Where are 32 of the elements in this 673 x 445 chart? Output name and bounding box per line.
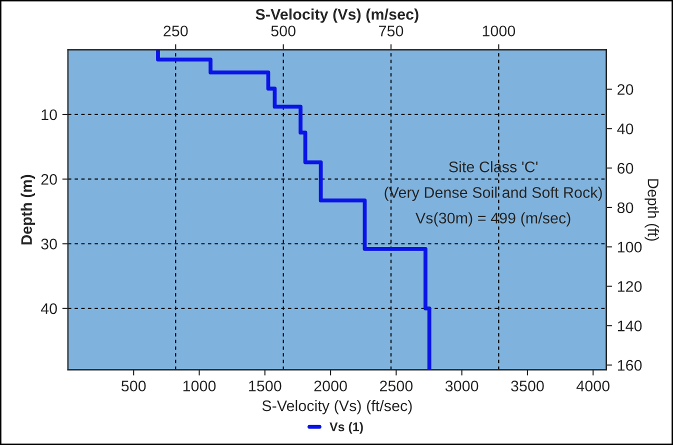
y2-tick-label: 140	[618, 320, 642, 332]
x-axis-title: S-Velocity (Vs) (ft/sec)	[262, 400, 412, 414]
legend-label: Vs (1)	[330, 422, 363, 434]
x-tick-label: 2000	[314, 380, 347, 392]
y2-tick-label: 80	[617, 202, 634, 214]
y-tick-label: 20	[41, 174, 57, 185]
annotation: (Very Dense Soil and Soft Rock)	[384, 186, 602, 201]
y2-tick-label: 120	[618, 281, 642, 292]
y2-tick-label: 40	[617, 124, 634, 134]
x2-tick-label: 500	[271, 26, 296, 36]
y2-tick-label: 20	[618, 84, 634, 95]
y-tick-label: 10	[42, 109, 57, 120]
x-tick-label: 1500	[249, 380, 282, 392]
x-tick-label: 4000	[576, 380, 610, 392]
annotation: Vs(30m) = 499 (m/sec)	[415, 212, 570, 227]
y2-axis-title: Depth (ft)	[644, 179, 659, 241]
x-tick-label: 3000	[445, 380, 478, 392]
x2-tick-label: 1000	[482, 26, 516, 36]
y-tick-label: 30	[41, 238, 57, 250]
x-tick-label: 2500	[380, 380, 413, 392]
x2-tick-label: 250	[164, 26, 188, 36]
y-tick-label: 40	[40, 303, 57, 314]
x-tick-label: 3500	[511, 380, 544, 392]
x-tick-label: 500	[121, 380, 146, 392]
y2-tick-label: 160	[618, 360, 642, 371]
annotation: Site Class 'C'	[449, 161, 538, 172]
x-tick-label: 1000	[183, 380, 216, 392]
y2-tick-label: 100	[618, 242, 642, 253]
x2-axis-title: S-Velocity (Vs) (m/sec)	[256, 8, 418, 23]
x2-tick-label: 750	[379, 26, 404, 36]
y-axis-title: Depth (m)	[20, 174, 36, 244]
y2-tick-label: 60	[618, 162, 634, 174]
